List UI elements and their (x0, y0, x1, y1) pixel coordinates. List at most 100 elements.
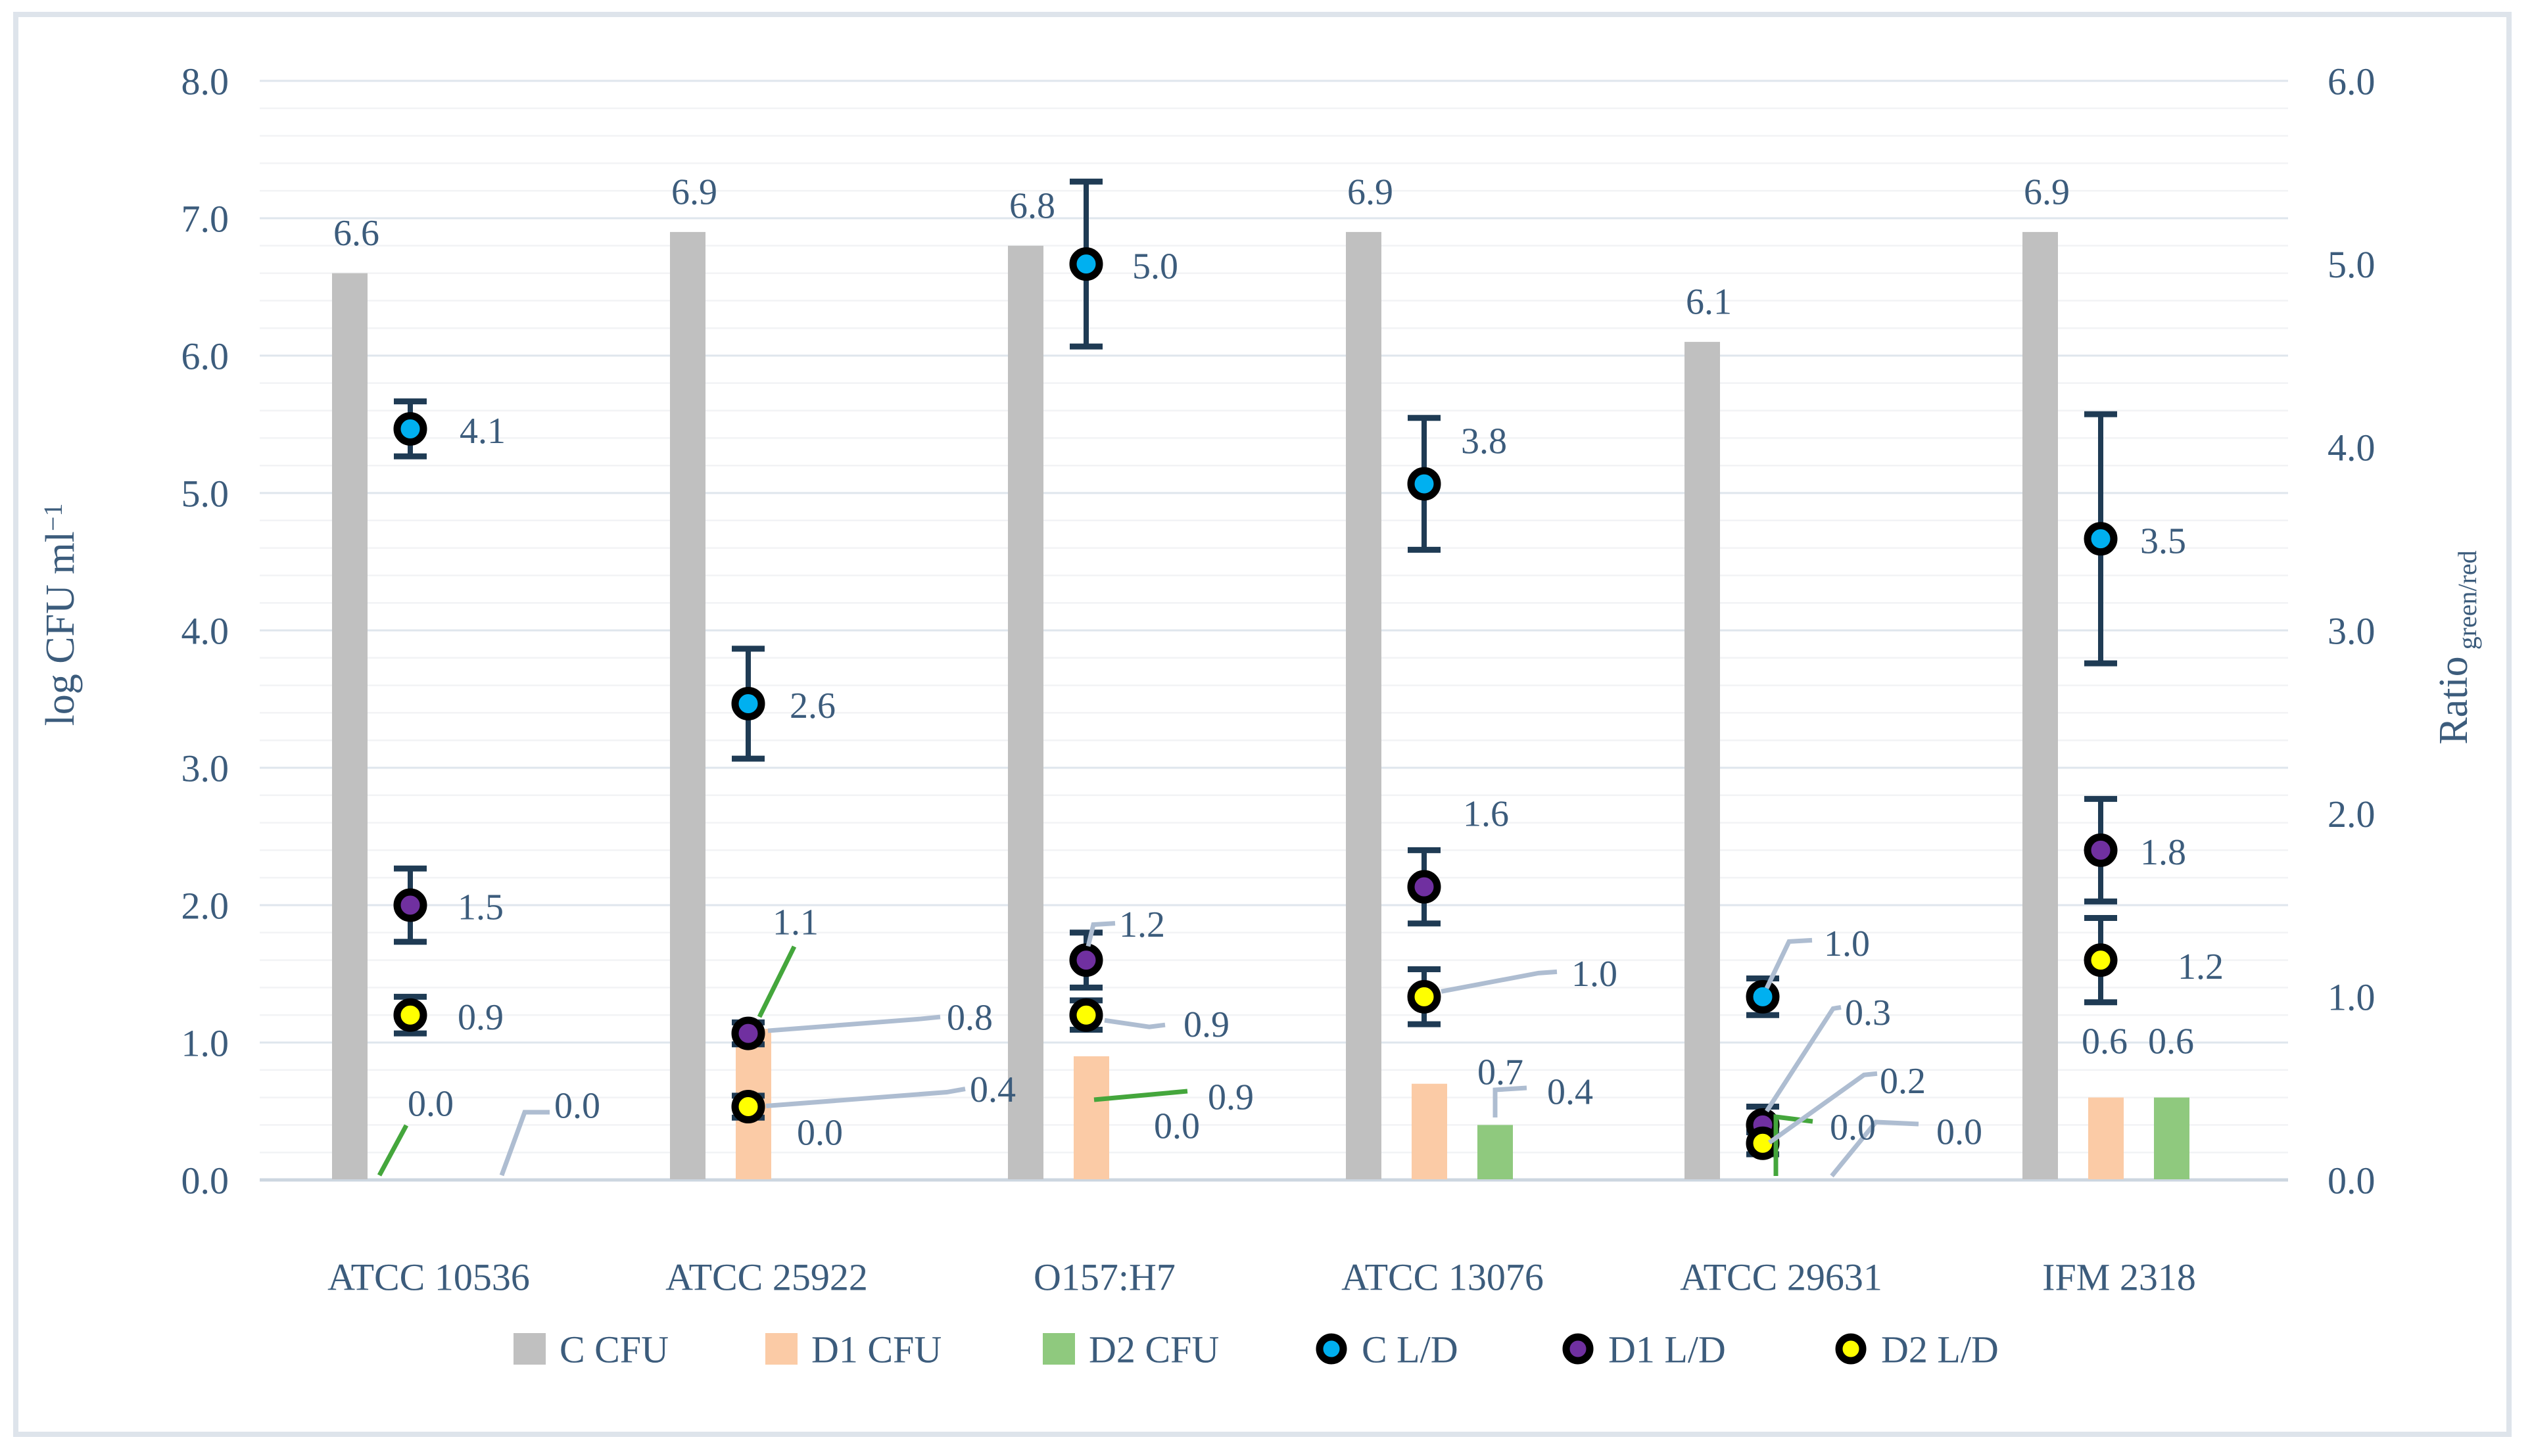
bar-label-c-cfu: 6.8 (1009, 185, 1055, 226)
legend-marker-c-cfu (514, 1333, 546, 1365)
dot-d1-l-d (393, 888, 427, 922)
right-axis-tick: 5.0 (2328, 243, 2376, 286)
bar-label-d1-cfu: 1.1 (773, 903, 819, 943)
bar-label-d1-cfu: 0.0 (408, 1084, 454, 1125)
point-label-d2-l-d: 0.2 (1880, 1061, 1926, 1102)
leader-line (1086, 921, 1116, 947)
category-label: IFM 2318 (2042, 1256, 2196, 1298)
left-axis-tick: 2.0 (181, 884, 229, 927)
legend-label: D2 CFU (1089, 1328, 1219, 1371)
bar-d1-cfu (1412, 1083, 1447, 1179)
bar-label-d2-cfu: 0.0 (1936, 1112, 1982, 1153)
leader-line (1830, 1119, 1919, 1178)
left-axis-tick: 6.0 (181, 335, 229, 377)
right-axis-tick: 3.0 (2328, 609, 2376, 652)
legend-item-c-cfu: C CFU (514, 1328, 669, 1371)
left-axis-tick: 7.0 (181, 197, 229, 240)
dot-c-l-d (1069, 247, 1103, 281)
bar-d2-cfu (2154, 1097, 2189, 1179)
leader-line (1093, 1089, 1188, 1102)
legend-item-d1-cfu: D1 CFU (765, 1328, 942, 1371)
bar-label-c-cfu: 6.6 (333, 213, 379, 254)
bar-label-d2-cfu: 0.6 (2148, 1022, 2194, 1062)
right-axis-title: Ratio green/red (2431, 550, 2482, 744)
legend-marker-d1-cfu (765, 1333, 798, 1365)
leader-line (377, 1124, 409, 1177)
legend-label: C L/D (1362, 1328, 1458, 1371)
bar-c-cfu (1684, 342, 1720, 1179)
bar-c-cfu (1008, 245, 1043, 1179)
dot-c-l-d (393, 411, 427, 446)
bar-c-cfu (1346, 231, 1381, 1179)
bar-label-d1-cfu: 0.6 (2082, 1022, 2128, 1062)
point-label-d1-l-d: 1.2 (1119, 904, 1165, 945)
dot-d2-l-d (2084, 943, 2118, 977)
legend-item-d2-cfu: D2 CFU (1043, 1328, 1219, 1371)
bar-label-d1-cfu: 0.9 (1208, 1077, 1254, 1118)
bar-d1-cfu (1074, 1056, 1109, 1179)
right-axis-tick: 1.0 (2328, 976, 2376, 1019)
point-label-d1-l-d: 1.6 (1463, 794, 1509, 835)
dot-d1-l-d (731, 1016, 765, 1050)
legend-item-d2-l-d: D2 L/D (1835, 1328, 1999, 1371)
category-label: ATCC 25922 (665, 1256, 868, 1298)
category-label: ATCC 29631 (1680, 1256, 1882, 1298)
bar-c-cfu (2022, 231, 2058, 1179)
leader-line (1767, 1071, 1878, 1145)
bar-c-cfu (332, 273, 368, 1180)
leader-line (1104, 1018, 1166, 1029)
legend-marker-d2-l-d (1835, 1333, 1867, 1365)
legend-marker-d1-l-d (1562, 1333, 1594, 1365)
dot-d2-l-d (1069, 998, 1103, 1032)
left-axis-tick: 4.0 (181, 609, 229, 652)
leader-line (1493, 1085, 1527, 1117)
point-series (393, 247, 2118, 1160)
leader-line (767, 1014, 941, 1033)
dot-d2-l-d (731, 1090, 765, 1124)
point-label-d2-l-d: 0.9 (458, 997, 504, 1038)
left-axis-tick: 8.0 (181, 60, 229, 103)
label-leader-lines (377, 921, 1919, 1178)
right-axis-tick: 4.0 (2328, 427, 2376, 469)
data-labels: 6.66.9 6.8 6.96.16.90.01.10.90.70.00.60.00… (333, 172, 2224, 1154)
bar-label-d1-cfu: 0.0 (1830, 1108, 1876, 1148)
point-label-d2-l-d: 1.2 (2178, 947, 2224, 987)
leader-line (757, 945, 797, 1018)
bar-label-d2-cfu: 0.0 (1154, 1106, 1200, 1147)
leader-line (499, 1110, 550, 1177)
axes: 0.0 1.0 2.0 3.0 4.0 5.0 6.0 7.0 8.0 0.0 1.0 2.0 3.0 4… (38, 60, 2482, 1298)
left-axis-tick: 3.0 (181, 747, 229, 789)
point-label-c-l-d: 3.8 (1461, 421, 1507, 462)
dot-d1-l-d (2084, 833, 2118, 867)
legend-marker-c-l-d (1316, 1333, 1347, 1365)
gridlines (260, 80, 2288, 1182)
bar-label-d1-cfu: 0.7 (1477, 1052, 1523, 1093)
dot-c-l-d (731, 686, 765, 720)
legend-item-c-l-d: C L/D (1316, 1328, 1458, 1371)
right-axis-tick: 6.0 (2328, 60, 2376, 103)
point-label-d1-l-d: 0.3 (1845, 993, 1891, 1033)
legend-label: D1 L/D (1608, 1328, 1726, 1371)
dot-c-l-d (1407, 467, 1441, 501)
leader-line (1765, 1004, 1842, 1113)
point-label-d2-l-d: 0.9 (1183, 1004, 1230, 1045)
bar-label-d2-cfu: 0.0 (554, 1086, 600, 1127)
point-label-d1-l-d: 1.8 (2140, 832, 2186, 873)
dot-d2-l-d (1407, 979, 1441, 1014)
bar-series (332, 231, 2189, 1180)
dot-c-l-d (2084, 522, 2118, 556)
right-axis-tick: 2.0 (2328, 793, 2376, 835)
left-axis-tick: 5.0 (181, 472, 229, 515)
dot-c-l-d (1746, 979, 1780, 1014)
category-label: O157:H7 (1034, 1256, 1176, 1298)
bar-label-c-cfu: 6.9 (2024, 172, 2070, 213)
legend-item-d1-l-d: D1 L/D (1562, 1328, 1726, 1371)
legend-label: D2 L/D (1881, 1328, 1999, 1371)
legend: C CFU D1 CFU D2 CFU C L/D D1 L/D D2 L/D (514, 1328, 1999, 1371)
bar-d1-cfu (2088, 1097, 2124, 1179)
leader-line (765, 1087, 966, 1109)
bar-label-c-cfu: 6.9 (671, 172, 717, 213)
